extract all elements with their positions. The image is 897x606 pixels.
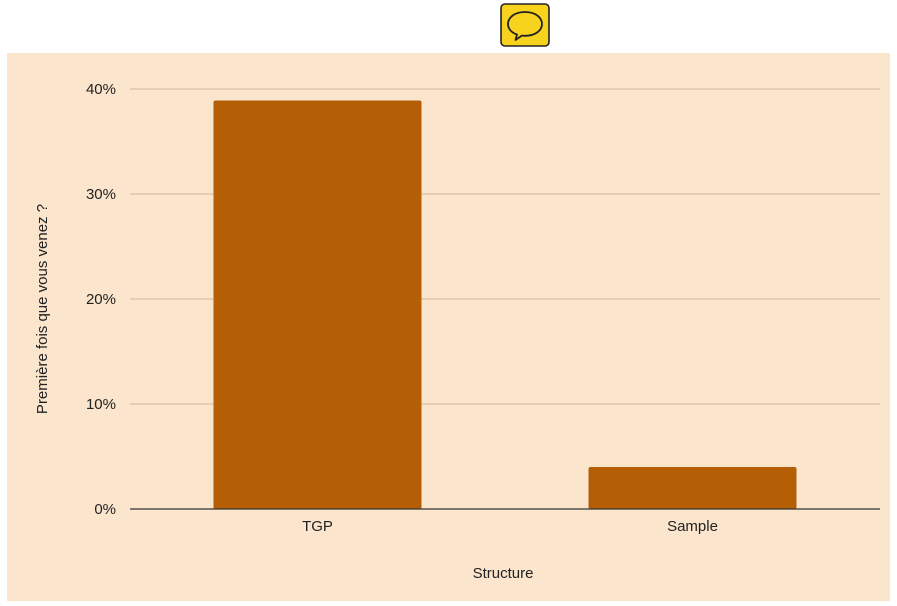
- bar-sample[interactable]: [588, 467, 797, 509]
- y-tick-label: 10%: [86, 396, 116, 413]
- x-tick-label: Sample: [667, 518, 718, 535]
- x-axis-title: Structure: [473, 565, 534, 582]
- y-tick-label: 20%: [86, 291, 116, 308]
- bars: [213, 100, 797, 510]
- y-tick-label: 0%: [94, 501, 116, 518]
- y-axis-title: Première fois que vous venez ?: [34, 204, 51, 414]
- y-tick-label: 30%: [86, 186, 116, 203]
- y-axis-ticks: 0% 10% 20% 30% 40%: [86, 81, 116, 518]
- bar-tgp[interactable]: [213, 100, 422, 510]
- x-tick-label: TGP: [302, 518, 333, 535]
- x-axis-ticks: TGP Sample: [302, 518, 718, 535]
- chart-panel: [7, 53, 890, 601]
- speech-bubble-icon[interactable]: [500, 3, 550, 47]
- y-tick-label: 40%: [86, 81, 116, 98]
